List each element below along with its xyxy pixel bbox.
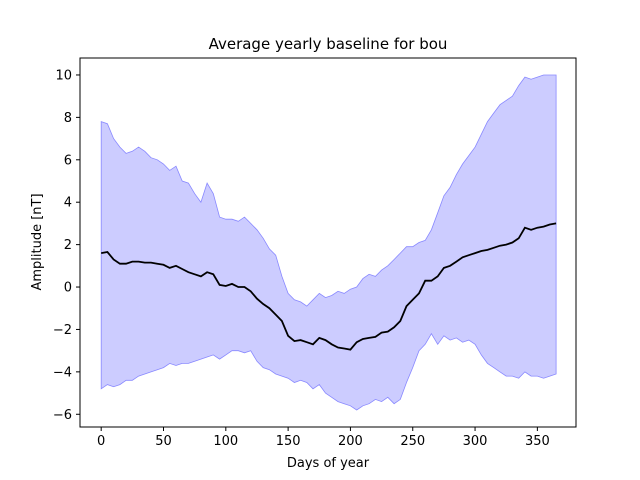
y-tick-label: 2 — [64, 238, 72, 253]
y-tick-label: 8 — [64, 111, 72, 126]
y-tick-label: 0 — [64, 281, 72, 296]
x-tick-label: 300 — [463, 434, 488, 449]
y-tick-label: −4 — [53, 365, 72, 380]
x-tick-label: 200 — [338, 434, 363, 449]
x-tick-label: 100 — [213, 434, 238, 449]
x-tick-label: 150 — [276, 434, 301, 449]
y-tick-label: 4 — [64, 196, 72, 211]
x-axis-ticks: 0 50 100 150 200 250 300 350 — [97, 427, 550, 449]
x-tick-label: 350 — [525, 434, 550, 449]
plot-area — [100, 74, 557, 411]
y-tick-label: −6 — [53, 408, 72, 423]
x-tick-label: 250 — [400, 434, 425, 449]
mean-line — [101, 222, 557, 351]
axes-frame — [79, 57, 577, 428]
chart-title: Average yearly baseline for bou — [209, 35, 448, 53]
y-tick-label: −2 — [53, 323, 72, 338]
y-axis-ticks: −6 −4 −2 0 2 4 6 8 10 — [53, 68, 80, 423]
y-tick-label: 6 — [64, 153, 72, 168]
x-tick-label: 50 — [155, 434, 172, 449]
y-tick-label: 10 — [55, 68, 72, 83]
x-axis-label: Days of year — [287, 456, 370, 471]
y-axis-label: Amplitude [nT] — [30, 193, 45, 290]
x-tick-label: 0 — [97, 434, 105, 449]
spread-band — [100, 74, 557, 411]
